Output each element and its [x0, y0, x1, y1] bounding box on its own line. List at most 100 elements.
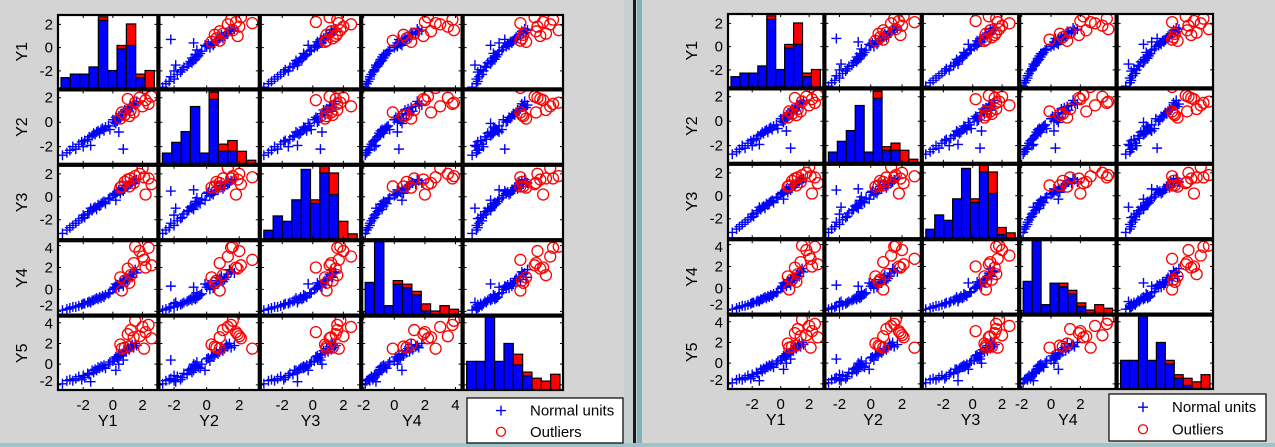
normal-unit-point	[304, 288, 315, 299]
normal-unit-point	[941, 371, 952, 382]
outlier-point	[1088, 99, 1102, 112]
outlier-point	[982, 14, 995, 23]
normal-unit-point	[834, 209, 845, 220]
histogram-bar-normal	[1049, 282, 1060, 314]
normal-unit-point	[951, 125, 962, 136]
histogram-bar-normal	[1164, 363, 1175, 390]
histogram-bar-normal	[969, 201, 981, 239]
outlier-point	[1168, 27, 1181, 40]
normal-unit-point	[177, 298, 188, 309]
y-tick-label: 0	[715, 355, 723, 372]
outlier-point	[417, 173, 430, 186]
scatter-cell	[726, 88, 825, 164]
normal-unit-point	[964, 287, 975, 298]
outlier-point	[808, 317, 822, 331]
normal-unit-point	[963, 364, 974, 375]
window-divider[interactable]	[624, 0, 642, 447]
outlier-point	[421, 332, 435, 345]
normal-unit-point	[941, 134, 952, 145]
histogram-cell	[56, 13, 159, 90]
outlier-point	[1063, 171, 1077, 184]
x-tick-label: 2	[235, 397, 243, 414]
normal-unit-point	[853, 183, 864, 194]
histogram-bar-outliers	[97, 16, 109, 21]
outlier-point	[1063, 102, 1077, 116]
cell-border	[921, 163, 1020, 240]
scatter-cell	[921, 314, 1020, 391]
normal-unit-point	[1126, 75, 1137, 86]
y-tick-label: -2	[40, 373, 53, 390]
x-tick-label: 2	[421, 397, 429, 414]
normal-unit-point	[488, 48, 499, 59]
outlier-point	[1053, 179, 1066, 192]
histogram-bar-normal	[180, 130, 192, 164]
normal-unit-point	[831, 354, 842, 365]
normal-unit-point	[831, 185, 842, 196]
normal-unit-point	[859, 362, 870, 373]
cell-border	[1116, 163, 1215, 240]
normal-unit-point	[485, 278, 496, 289]
normal-unit-point	[754, 296, 765, 307]
histogram-bar-normal	[845, 129, 856, 163]
outlier-point	[1053, 339, 1066, 352]
outlier-point	[323, 259, 336, 272]
histogram-bar-outliers	[328, 172, 340, 196]
outlier-point	[234, 332, 248, 345]
histogram-cell	[1019, 239, 1117, 315]
y-axis-label: Y1	[14, 42, 31, 62]
histogram-bar-outliers	[1076, 302, 1087, 308]
normal-unit-point	[164, 303, 175, 314]
outlier-point	[1088, 17, 1102, 30]
normal-unit-point	[392, 126, 403, 137]
cell-background	[362, 15, 462, 89]
outlier-point	[1194, 249, 1207, 262]
x-tick-label: 2	[998, 396, 1006, 413]
cell-border	[361, 164, 463, 241]
normal-unit-point	[280, 135, 291, 146]
normal-unit-point	[312, 113, 323, 124]
outlier-point	[138, 90, 150, 95]
normal-unit-point	[836, 202, 847, 213]
outlier-point	[114, 112, 127, 125]
outlier-point	[1043, 33, 1056, 46]
outlier-point	[514, 17, 527, 30]
outlier-point	[519, 35, 533, 48]
outlier-point	[446, 15, 459, 26]
normal-unit-point	[771, 287, 782, 298]
x-axis-label: Y3	[961, 412, 981, 429]
outlier-point	[982, 258, 995, 271]
y-axis-label: Y2	[684, 116, 701, 136]
outlier-point	[552, 96, 564, 109]
normal-unit-point	[494, 282, 505, 293]
outlier-point	[794, 175, 807, 189]
outlier-point	[441, 91, 454, 104]
legend-box	[466, 397, 624, 444]
histogram-bar-outliers	[792, 22, 804, 46]
histogram-bar-outliers	[401, 283, 413, 289]
outlier-point	[1167, 273, 1180, 286]
y-tick-label: 2	[715, 89, 723, 106]
normal-unit-point	[278, 374, 289, 385]
outlier-point	[309, 325, 323, 339]
normal-unit-point	[169, 370, 180, 381]
outlier-point	[1077, 331, 1090, 344]
normal-unit-point	[754, 375, 765, 386]
histogram-cell	[726, 12, 825, 89]
histogram-bar-normal	[775, 68, 786, 88]
scatter-cell	[56, 164, 159, 241]
outlier-point	[318, 35, 332, 48]
y-tick-label: -2	[710, 138, 723, 155]
y-tick-label: 2	[715, 258, 723, 275]
cell-border	[462, 89, 565, 165]
normal-unit-point	[393, 34, 404, 45]
outlier-point	[121, 92, 134, 106]
normal-unit-point	[834, 369, 845, 380]
histogram-bar-normal	[484, 316, 496, 391]
normal-unit-point	[939, 135, 950, 146]
histogram-bar-outliers	[236, 150, 248, 164]
histogram-bar-normal	[827, 151, 838, 163]
normal-unit-point	[384, 124, 395, 135]
normal-unit-point	[958, 362, 969, 373]
normal-unit-point	[469, 297, 480, 308]
normal-unit-point	[1053, 194, 1064, 205]
